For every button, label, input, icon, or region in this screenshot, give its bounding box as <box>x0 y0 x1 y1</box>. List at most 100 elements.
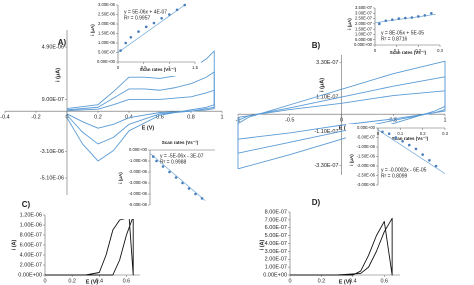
y-tick-label: -3.10E-06 <box>40 149 64 155</box>
point <box>384 19 388 22</box>
point <box>183 3 187 7</box>
y-tick-label: 2.50E-07 <box>355 16 373 21</box>
y-tick-label: 0.00E+00 <box>97 59 116 64</box>
point <box>168 170 171 174</box>
chart: 0.00E+00 5.00E-07 1.00E-06 1.50E-06 2.00E-06… <box>86 1 201 76</box>
y-tick-label: 5.00E-07 <box>265 233 287 239</box>
y-tick-label: -3.00E-06 <box>357 182 376 187</box>
x-tick-label: 0 <box>117 65 120 70</box>
y-axis-label: i (A) <box>259 239 265 250</box>
x-axis-label: E (V) <box>86 279 99 285</box>
point <box>378 22 381 26</box>
annotation: y = -0.0002x - 6E-05 <box>381 167 427 173</box>
x-tick-label: 1 <box>220 115 223 121</box>
x-axis-label: Scan rates (Vs⁻¹) <box>392 136 429 141</box>
y-tick-label: 0.00E+00 <box>263 272 287 278</box>
y-axis-label: i (μA) <box>90 24 95 36</box>
x-tick-label: 1 <box>168 65 171 70</box>
point <box>137 30 140 33</box>
x-tick-label: 0.2 <box>68 278 76 284</box>
panel-label: A) <box>58 38 67 47</box>
x-tick-label: 0.1 <box>397 131 403 136</box>
x-tick-label: 0.4 <box>95 278 103 284</box>
y-tick-label: 2.00E-07 <box>20 262 42 268</box>
y-tick-label: 3.00E-07 <box>265 249 287 255</box>
cv-curve <box>290 217 393 276</box>
point <box>414 147 418 151</box>
point <box>391 18 394 21</box>
x-tick-label: 0 <box>377 131 380 136</box>
y-tick-label: 3.50E-07 <box>355 5 373 10</box>
y-tick-label: -2.00E-06 <box>129 169 148 174</box>
chart: 4.90E-06 9.00E-07 -3.10E-06 -5.10E-06 -0.4 -0… <box>0 30 224 195</box>
x-axis-label: E (V) <box>339 125 352 131</box>
point <box>397 17 401 20</box>
x-axis-label: Scan rates (Vs⁻¹) <box>140 67 177 72</box>
point <box>194 192 197 196</box>
x-tick-label: -0.5 <box>285 118 294 124</box>
x-tick-label: 0.2 <box>318 278 326 284</box>
point <box>421 153 424 156</box>
y-tick-label: 3.00E-07 <box>355 10 373 15</box>
point <box>144 25 148 29</box>
point <box>200 197 204 200</box>
chart: 0.00E+00 -5.00E-07 -1.00E-06 -1.50E-06 -2.00… <box>346 124 451 199</box>
x-tick-label: 0.4 <box>349 278 357 284</box>
y-tick-label: 1.50E-06 <box>98 31 116 36</box>
annotation: R² = 0.9988 <box>160 159 186 165</box>
y-tick-label: 8.00E-07 <box>265 209 287 215</box>
x-tick-label: 0.6 <box>380 278 388 284</box>
y-tick-label: 2.00E-07 <box>355 21 373 26</box>
cv-curve <box>66 50 215 162</box>
x-tick-label: -0.2 <box>31 115 40 121</box>
y-tick-label: 2.50E-06 <box>98 12 116 17</box>
y-tick-label: 1.00E-07 <box>355 32 373 37</box>
point <box>428 159 431 162</box>
y-tick-label: -3.30E-07 <box>314 163 338 169</box>
x-tick-label: 0 <box>65 115 68 121</box>
y-tick-label: 6.00E-07 <box>265 225 287 231</box>
y-tick-label: -1.10E-07 <box>314 129 338 135</box>
point <box>407 143 411 147</box>
inset-background <box>118 146 221 219</box>
chart: 0.00E+005.00E-081.00E-071.50E-072.00E-07… <box>343 4 446 59</box>
y-tick-label: 1.00E-06 <box>20 222 42 228</box>
y-tick-label: -1.00E-06 <box>129 158 148 163</box>
inset-background <box>343 4 446 59</box>
x-tick-label: 0.2 <box>415 48 421 53</box>
panel-label: D) <box>312 198 321 207</box>
y-tick-label: 1.00E-06 <box>98 40 116 45</box>
annotation: y = 5E-06x + 4E-07 <box>124 9 167 15</box>
y-tick-label: 4.00E-07 <box>20 252 42 258</box>
annotation: R² = 0.9957 <box>124 15 150 21</box>
x-tick-label: 0.8 <box>187 115 195 121</box>
y-tick-label: 5.00E-08 <box>355 37 373 42</box>
x-tick-label: 0 <box>43 278 46 284</box>
annotation: y = -5E-06x - 3E-07 <box>160 153 204 159</box>
x-tick-label: 0.6 <box>156 115 164 121</box>
x-axis-label: E (V) <box>339 279 352 285</box>
x-tick-label: 0.1 <box>394 48 400 53</box>
point <box>160 17 163 20</box>
panel-label: C) <box>22 200 31 209</box>
point <box>434 164 438 168</box>
annotation: R² = 0.8099 <box>381 173 407 179</box>
y-tick-label: 0.00E+00 <box>18 272 42 278</box>
trendline <box>117 4 185 53</box>
y-tick-label: -3.00E-06 <box>129 180 148 185</box>
point <box>417 15 420 18</box>
point <box>381 130 384 134</box>
point <box>129 36 133 39</box>
y-tick-label: 2.00E-06 <box>98 21 116 26</box>
point <box>175 8 179 12</box>
y-tick-label: 3.30E-07 <box>316 60 338 66</box>
chart: 0.00E+00 2.00E-07 4.00E-07 6.00E-07 8.00E-07… <box>11 200 140 285</box>
point <box>155 159 158 163</box>
y-tick-label: -1.50E-06 <box>357 154 376 159</box>
x-tick-label: 0.3 <box>437 48 443 53</box>
point <box>401 140 404 143</box>
y-tick-label: 8.00E-07 <box>20 232 42 238</box>
cv-curve <box>66 89 215 129</box>
annotation: y = 8E-05x + 5E-05 <box>381 30 424 36</box>
